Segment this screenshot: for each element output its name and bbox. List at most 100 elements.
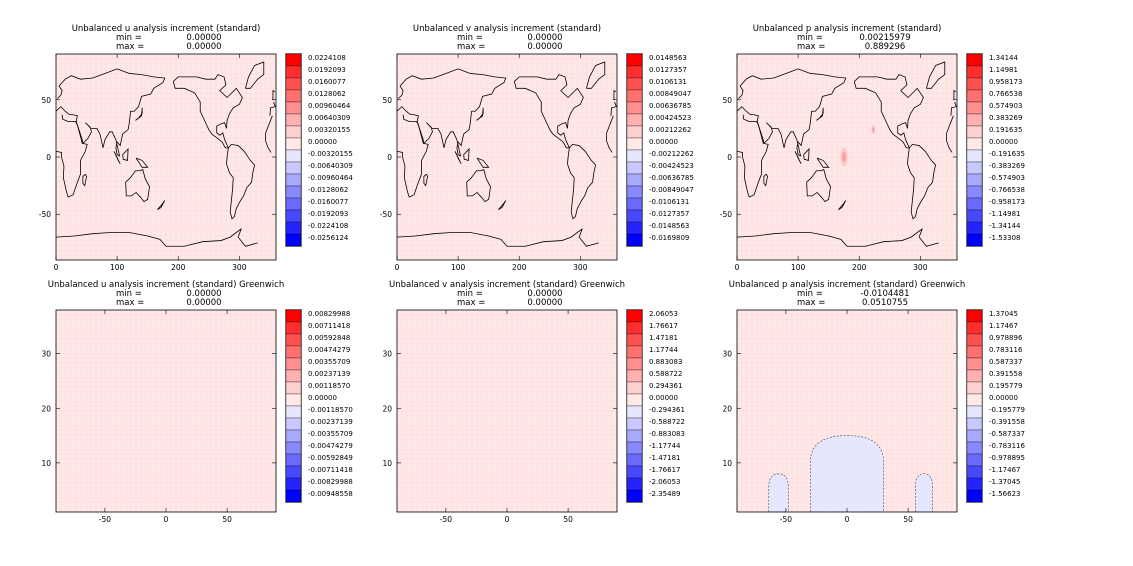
chart-panel: Unbalanced p analysis increment (standar… (722, 280, 1025, 524)
coastline (816, 107, 824, 121)
colorbar-swatch (285, 477, 302, 491)
colorbar-swatch (285, 357, 302, 371)
coastline (816, 157, 830, 168)
x-tick-label: 100 (451, 263, 466, 272)
x-tick-label: 200 (512, 263, 527, 272)
colorbar-swatch (285, 161, 302, 175)
stat-max-value: 0.00000 (527, 42, 562, 52)
y-tick-label: -50 (720, 210, 732, 219)
colorbar-swatch (966, 393, 983, 407)
x-tick-label: 0 (845, 515, 850, 524)
colorbar-label: 0.00320155 (308, 126, 350, 134)
chart-title: Unbalanced u analysis increment (standar… (48, 280, 284, 290)
colorbar-label: -0.00592849 (308, 454, 353, 462)
plot-area (397, 54, 617, 260)
colorbar-label: 0.0127357 (649, 66, 687, 74)
colorbar-swatch (285, 453, 302, 467)
colorbar-label: -0.00320155 (308, 150, 353, 158)
coastline (513, 74, 584, 149)
colorbar-swatch (626, 89, 643, 103)
stat-max-label: max = (457, 42, 485, 52)
colorbar-swatch (966, 345, 983, 359)
colorbar-label: -0.783116 (989, 442, 1025, 450)
coastline (476, 107, 484, 121)
colorbar-label: -0.574903 (989, 174, 1025, 182)
colorbar-swatch (626, 477, 643, 491)
x-tick-label: 50 (903, 515, 913, 524)
stat-min-value: -0.0104481 (860, 289, 909, 299)
colorbar-swatch (966, 197, 983, 211)
colorbar-swatch (626, 197, 643, 211)
colorbar-label: -0.00636785 (649, 174, 694, 182)
coastline (737, 114, 954, 198)
colorbar-label: -0.00948558 (308, 490, 353, 498)
coastline (803, 147, 810, 161)
colorbar-label: 1.34144 (989, 54, 1018, 62)
colorbar-swatch (285, 209, 302, 223)
colorbar-swatch (966, 441, 983, 455)
colorbar-label: -0.978895 (989, 454, 1025, 462)
colorbar-swatch (285, 333, 302, 347)
colorbar-swatch (966, 321, 983, 335)
colorbar-swatch (285, 137, 302, 151)
colorbar-label: 0.294361 (649, 382, 682, 390)
colorbar-frame (285, 309, 302, 503)
colorbar-label: -1.14981 (989, 210, 1020, 218)
colorbar-swatch (626, 161, 643, 175)
colorbar-label: 1.14981 (989, 66, 1018, 74)
colorbar-label: -0.0148563 (649, 222, 689, 230)
plot-area (397, 310, 617, 512)
negative-region (810, 435, 884, 512)
stat-min-value: 0.00000 (527, 33, 562, 43)
colorbar-label: 0.00711418 (308, 322, 350, 330)
coastline (466, 169, 491, 203)
colorbar-swatch (966, 53, 983, 67)
y-tick-label: 30 (382, 350, 392, 359)
colorbar-label: 0.0192093 (308, 66, 346, 74)
colorbar-swatch (626, 369, 643, 383)
colorbar-swatch (626, 345, 643, 359)
x-tick-label: 50 (222, 515, 232, 524)
y-tick-label: 30 (41, 350, 51, 359)
stat-min-label: min = (116, 289, 142, 299)
colorbar-label: 0.0106131 (649, 78, 687, 86)
coastline (56, 68, 276, 157)
stat-min-value: 0.00000 (186, 33, 221, 43)
colorbar-label: 0.00474279 (308, 346, 350, 354)
colorbar-label: 0.00592848 (308, 334, 350, 342)
colorbar-label: 0.0148563 (649, 54, 687, 62)
coastline (397, 114, 614, 198)
colorbar-label: -0.00237139 (308, 418, 353, 426)
coastline (586, 61, 606, 89)
coastline (272, 89, 275, 100)
stat-max-label: max = (797, 42, 825, 52)
colorbar-label: 0.00640309 (308, 114, 350, 122)
colorbar-swatch (626, 453, 643, 467)
colorbar-swatch (285, 185, 302, 199)
stat-max-value: 0.889296 (865, 42, 906, 52)
coastline (476, 157, 490, 168)
colorbar-label: -0.0192093 (308, 210, 348, 218)
colorbar-swatch (626, 357, 643, 371)
colorbar-swatch (626, 221, 643, 235)
colorbar-label: -0.383269 (989, 162, 1025, 170)
colorbar-swatch (626, 101, 643, 115)
colorbar-swatch (626, 233, 643, 247)
colorbar-swatch (626, 309, 643, 323)
colorbar-label: 0.191635 (989, 126, 1022, 134)
coastline (737, 228, 939, 247)
coastline (953, 89, 956, 100)
colorbar-label: 0.958173 (989, 78, 1022, 86)
colorbar-swatch (626, 65, 643, 79)
colorbar-swatch (626, 185, 643, 199)
colorbar-swatch (966, 209, 983, 223)
colorbar-frame (966, 53, 983, 247)
x-tick-label: 300 (913, 263, 928, 272)
stat-min-label: min = (797, 289, 823, 299)
colorbar-label: 0.391558 (989, 370, 1022, 378)
colorbar-label: -0.0106131 (649, 198, 689, 206)
y-tick-label: 20 (41, 404, 51, 413)
colorbar-label: -0.294361 (649, 406, 685, 414)
colorbar-swatch (626, 381, 643, 395)
